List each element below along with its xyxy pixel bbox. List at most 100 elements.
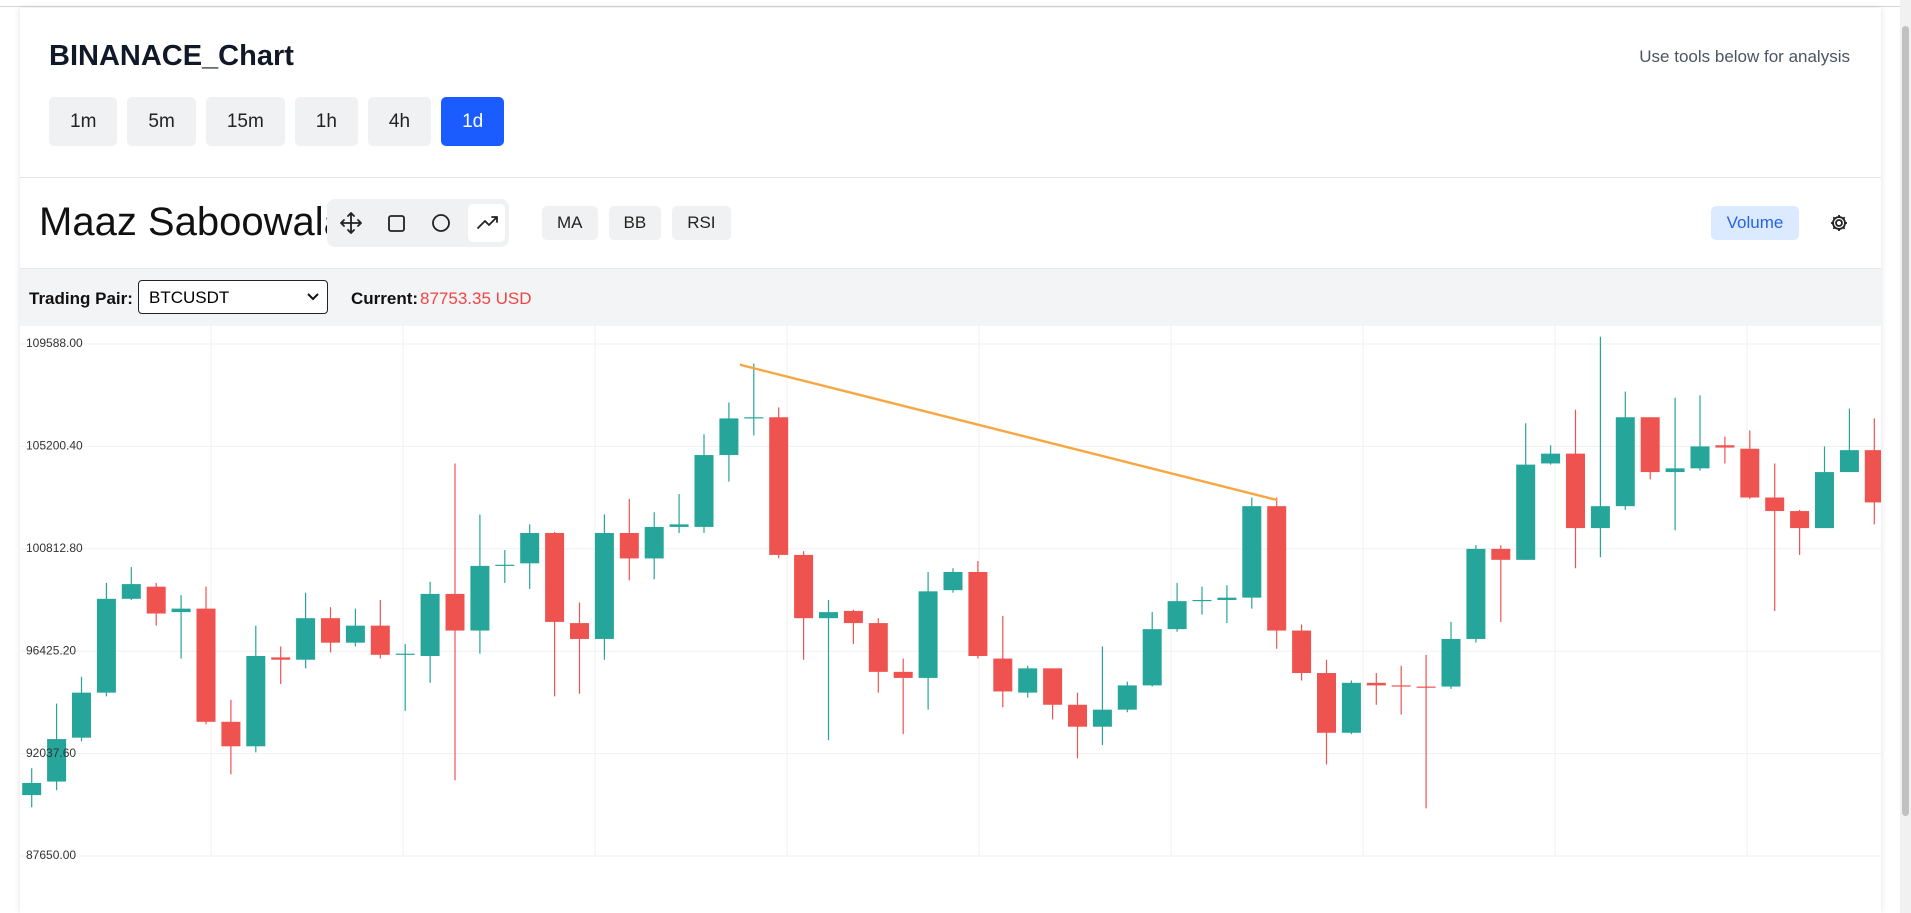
indicator-button[interactable]: BB bbox=[608, 206, 662, 240]
chart: 87650.00 92037.60 96425.20 100812.80 105200.… bbox=[21, 325, 1881, 862]
candle-body bbox=[1192, 599, 1212, 602]
candle-body bbox=[1516, 464, 1536, 560]
select-chevron bbox=[307, 293, 319, 301]
candle-body bbox=[1491, 548, 1511, 560]
candle-body bbox=[644, 526, 664, 559]
pair-select[interactable]: BTCUSDT bbox=[138, 280, 328, 314]
timeframe-button[interactable]: 15m bbox=[205, 97, 285, 146]
candle-body bbox=[1317, 673, 1336, 733]
candle-body bbox=[1690, 446, 1710, 469]
candle-body bbox=[943, 571, 963, 591]
pair-bar bbox=[20, 268, 1881, 326]
plot bbox=[22, 336, 1881, 809]
candle-body bbox=[1068, 704, 1087, 727]
move-tool[interactable] bbox=[340, 212, 362, 234]
current-price: 87753.35 USD bbox=[420, 289, 532, 308]
candle-body bbox=[694, 455, 714, 527]
candle-body bbox=[594, 532, 614, 639]
timeframe-button[interactable]: 1h bbox=[294, 97, 358, 146]
candle-body bbox=[843, 610, 863, 624]
candle-body bbox=[719, 418, 739, 456]
settings-icon[interactable] bbox=[1828, 212, 1850, 234]
scroll-thumb[interactable] bbox=[1902, 26, 1909, 816]
trend-tool[interactable] bbox=[477, 216, 498, 229]
candle-body bbox=[1615, 417, 1635, 507]
current-label: Current: bbox=[351, 289, 419, 308]
candle-body bbox=[619, 532, 639, 559]
y-tick-label: 92037.60 bbox=[26, 746, 76, 760]
candle-body bbox=[470, 565, 490, 631]
candle-body bbox=[1391, 685, 1411, 687]
y-tick-label: 96425.20 bbox=[26, 643, 76, 657]
candle-body bbox=[1815, 472, 1834, 529]
rect-tool[interactable] bbox=[388, 215, 405, 232]
pair-label: Trading Pair: bbox=[29, 289, 133, 308]
candle-body bbox=[993, 658, 1013, 692]
indicator-button[interactable]: RSI bbox=[672, 206, 731, 240]
candle-body bbox=[1864, 450, 1881, 503]
candle-body bbox=[1092, 709, 1112, 727]
candle-body bbox=[22, 782, 42, 796]
candle-body bbox=[570, 623, 589, 639]
candle-body bbox=[1740, 448, 1760, 498]
volume-button[interactable]: Volume bbox=[1711, 206, 1799, 240]
y-tick-label: 100812.80 bbox=[26, 541, 83, 555]
candle-body bbox=[819, 612, 838, 619]
candle-body bbox=[296, 618, 316, 660]
indicator-button[interactable]: MA bbox=[542, 206, 598, 240]
candle-body bbox=[1217, 597, 1237, 600]
candle-body bbox=[121, 584, 141, 599]
candle-body bbox=[918, 591, 938, 678]
candle-body bbox=[345, 625, 365, 643]
timeframe-button[interactable]: 5m bbox=[127, 97, 196, 146]
page-title: BINANACE_Chart bbox=[49, 40, 294, 72]
timeframe-button[interactable]: 1d bbox=[441, 97, 505, 146]
candle-body bbox=[196, 608, 216, 722]
candle-body bbox=[1142, 629, 1162, 686]
candle-body bbox=[246, 655, 266, 747]
candle-body bbox=[1267, 506, 1287, 631]
candle-body bbox=[794, 554, 814, 619]
candle-body bbox=[1541, 453, 1561, 464]
timeframe-button[interactable]: 4h bbox=[367, 97, 432, 146]
candle-body bbox=[1466, 548, 1486, 639]
y-tick-label: 105200.40 bbox=[26, 439, 83, 453]
candle-body bbox=[47, 739, 67, 782]
tool-group bbox=[327, 199, 509, 247]
timeframe-button[interactable]: 1m bbox=[49, 97, 118, 146]
candle-body bbox=[321, 618, 340, 643]
candle-body bbox=[1117, 685, 1137, 710]
user-name: Maaz Saboowala bbox=[39, 200, 346, 244]
candle-body bbox=[221, 721, 241, 747]
candle-body bbox=[1292, 630, 1312, 674]
timeframe-group: 1m 5m 15m 1h 4h 1d bbox=[49, 97, 505, 146]
candle-body bbox=[968, 571, 988, 656]
candle-body bbox=[1566, 453, 1585, 529]
hint: Use tools below for analysis bbox=[1639, 47, 1850, 66]
pair-value: BTCUSDT bbox=[149, 288, 230, 307]
indicator-group: MA BB RSI bbox=[542, 206, 731, 240]
candle-body bbox=[370, 625, 390, 655]
candle-body bbox=[669, 524, 689, 527]
candle-body bbox=[1590, 506, 1610, 529]
top-border bbox=[0, 6, 1900, 7]
candle-body bbox=[445, 593, 465, 631]
separator bbox=[20, 177, 1881, 178]
candle-body bbox=[1167, 601, 1187, 630]
candle-body bbox=[495, 564, 515, 566]
candle-body bbox=[868, 623, 888, 672]
candle-body bbox=[1715, 445, 1735, 448]
candle-body bbox=[96, 598, 116, 693]
circle-tool[interactable] bbox=[432, 214, 450, 232]
candle-body bbox=[1665, 468, 1685, 473]
candle-body bbox=[1640, 417, 1660, 473]
candle-body bbox=[1765, 497, 1785, 512]
candle-body bbox=[1416, 686, 1436, 688]
candle-body bbox=[1839, 450, 1859, 473]
tool-icons bbox=[340, 204, 505, 242]
y-tick-label: 87650.00 bbox=[26, 848, 76, 862]
trendline bbox=[739, 363, 1278, 502]
candle-body bbox=[893, 671, 913, 678]
candle-body bbox=[1366, 682, 1386, 686]
